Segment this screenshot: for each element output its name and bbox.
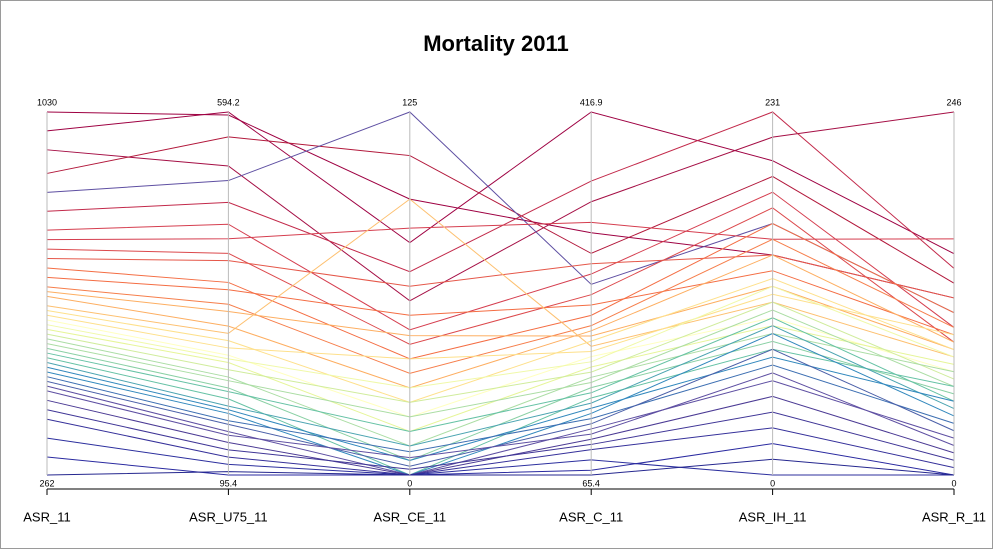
series-line xyxy=(46,111,955,302)
series-line xyxy=(46,309,955,418)
series-line xyxy=(46,348,955,467)
series-line xyxy=(46,348,955,476)
axis-max-label: 1030 xyxy=(37,97,57,107)
series-line xyxy=(46,380,955,476)
series-line xyxy=(46,437,954,476)
axis-name: ASR_11 xyxy=(23,509,70,524)
axis-max-label: 125 xyxy=(402,97,417,107)
series-line xyxy=(46,111,955,273)
series-line xyxy=(46,418,955,476)
axis-min-label: 65.4 xyxy=(582,478,600,488)
axis-name: ASR_CE_11 xyxy=(373,509,446,524)
series-line xyxy=(46,364,955,453)
series-line xyxy=(46,111,955,255)
axis-max-label: 416.9 xyxy=(580,97,603,107)
axis-min-label: 262 xyxy=(39,478,54,488)
series-line xyxy=(46,207,955,345)
series-line xyxy=(46,254,955,389)
series-line xyxy=(46,223,955,360)
axis-max-label: 231 xyxy=(765,97,780,107)
axis-name: ASR_U75_11 xyxy=(189,509,268,524)
series-line xyxy=(46,285,955,351)
series-line xyxy=(46,458,955,476)
axis-max-label: 246 xyxy=(946,97,961,107)
series-line xyxy=(46,325,955,447)
series-line xyxy=(46,317,955,432)
series-line xyxy=(46,285,955,389)
series-line xyxy=(46,278,955,403)
series-line xyxy=(46,333,955,476)
axis-name: ASR_IH_11 xyxy=(739,509,807,524)
axis-name: ASR_R_11 xyxy=(922,509,986,524)
series-line xyxy=(46,191,955,331)
axis-min-label: 0 xyxy=(770,478,775,488)
series-line xyxy=(46,136,955,284)
series-line xyxy=(46,301,955,403)
series-line xyxy=(46,254,955,299)
chart-title: Mortality 2011 xyxy=(423,31,569,56)
series-line xyxy=(46,372,955,459)
axis-max-label: 594.2 xyxy=(217,97,240,107)
series-line xyxy=(46,198,955,358)
axis-min-label: 0 xyxy=(951,478,956,488)
series-line xyxy=(46,270,955,336)
series-line xyxy=(46,238,955,374)
axes: 1030 262 ASR_11 594.2 95.4 ASR_U75_11 125 0 ASR_… xyxy=(23,97,986,524)
series-line xyxy=(46,293,955,360)
axis-min-label: 0 xyxy=(407,478,412,488)
lines xyxy=(46,111,955,476)
series-line xyxy=(46,409,955,470)
axis-name: ASR_C_11 xyxy=(559,509,623,524)
series-line xyxy=(46,356,955,461)
series-line xyxy=(46,221,955,241)
axis-min-label: 95.4 xyxy=(220,478,238,488)
